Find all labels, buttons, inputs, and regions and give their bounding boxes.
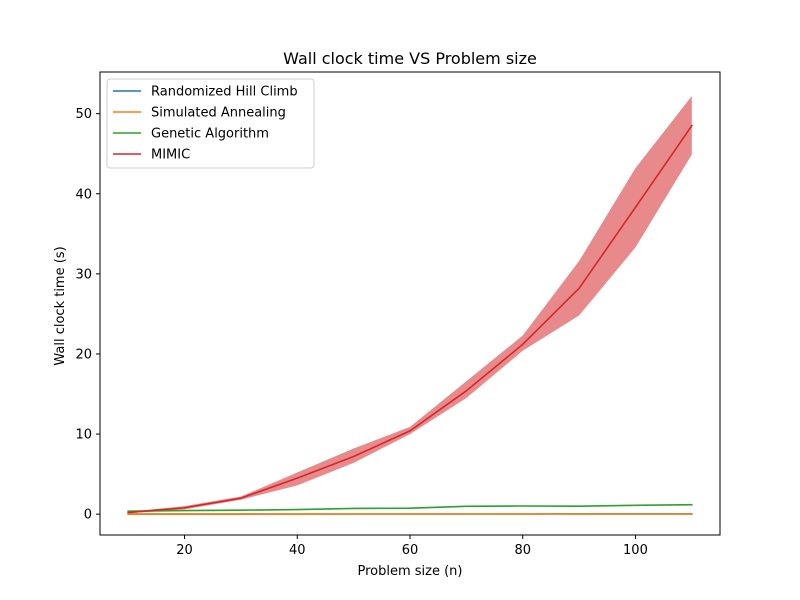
y-tick-label: 10 (75, 428, 92, 443)
legend-label: MIMIC (151, 148, 190, 163)
legend-label: Simulated Annealing (151, 106, 286, 121)
legend-label: Genetic Algorithm (151, 127, 269, 142)
chart-title: Wall clock time VS Problem size (283, 49, 537, 68)
y-tick-label: 0 (84, 508, 92, 523)
series-line-genetic-algorithm (127, 503, 693, 512)
legend-entry-mimic: MIMIC (113, 148, 190, 163)
y-tick-label: 30 (75, 267, 92, 282)
x-tick-label: 80 (514, 543, 531, 558)
x-axis-label: Problem size (n) (357, 564, 462, 579)
legend-box (106, 78, 315, 169)
lines-layer (127, 124, 693, 515)
x-tick-label: 40 (289, 543, 306, 558)
x-tick-label: 100 (623, 543, 648, 558)
legend-items: Randomized Hill Climb Simulated Annealing… (113, 85, 298, 163)
legend-entry-simulated-annealing: Simulated Annealing (113, 106, 286, 121)
y-tick-label: 40 (75, 187, 92, 202)
x-ticks: 20 40 60 80 100 (176, 535, 648, 558)
legend-label: Randomized Hill Climb (151, 85, 298, 100)
legend: Randomized Hill Climb Simulated Annealing… (106, 78, 315, 169)
y-tick-label: 20 (75, 347, 92, 362)
x-tick-label: 60 (402, 543, 419, 558)
y-ticks: 0 10 20 30 40 50 (75, 107, 100, 523)
legend-entry-genetic-algorithm: Genetic Algorithm (113, 127, 269, 142)
series-line-mimic (127, 124, 693, 514)
legend-entry-randomized-hill-climb: Randomized Hill Climb (113, 85, 298, 100)
y-tick-label: 50 (75, 107, 92, 122)
x-tick-label: 20 (176, 543, 193, 558)
y-axis-label: Wall clock time (s) (53, 246, 68, 365)
